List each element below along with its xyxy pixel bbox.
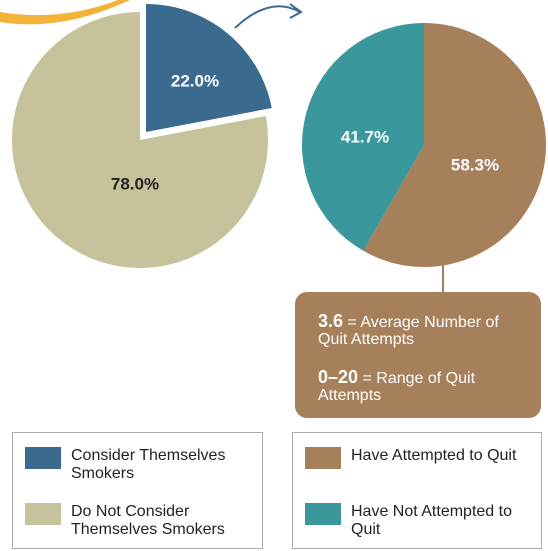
slice-label: 22.0% bbox=[171, 71, 219, 90]
decor-arc bbox=[0, 0, 130, 25]
callout-text: = Average Number of Quit Attempts bbox=[318, 314, 499, 348]
slice-label: 78.0% bbox=[111, 174, 159, 193]
pie-slice bbox=[302, 23, 424, 251]
pie-slice bbox=[11, 12, 268, 268]
callout-value: 3.6 bbox=[318, 311, 344, 331]
legend-swatch bbox=[25, 447, 61, 469]
legend-label: Do Not Consider Themselves Smokers bbox=[71, 503, 225, 538]
legend-label: Consider Themselves Smokers bbox=[71, 447, 226, 482]
legend-item: Have Attempted to Quit bbox=[305, 447, 526, 469]
pie-slice bbox=[146, 4, 272, 132]
legend-item: Do Not Consider Themselves Smokers bbox=[25, 503, 251, 539]
legend-item: Consider Themselves Smokers bbox=[25, 447, 251, 483]
slice-label: 58.3% bbox=[451, 155, 499, 174]
slice-label: 41.7% bbox=[341, 127, 389, 146]
pie-slice bbox=[363, 23, 546, 267]
callout-value: 0–20 bbox=[318, 367, 359, 387]
callout-text: = Range of Quit Attempts bbox=[318, 370, 476, 404]
callout-box bbox=[295, 292, 541, 418]
callout-2: 0–20 = Range of Quit Attempts bbox=[318, 367, 513, 404]
legend-label: Have Attempted to Quit bbox=[351, 447, 517, 464]
legend-swatch bbox=[305, 447, 341, 469]
arrow-head bbox=[289, 3, 303, 19]
arrow bbox=[234, 5, 301, 29]
legend-label: Have Not Attempted to Quit bbox=[351, 503, 512, 538]
legend: Have Attempted to Quit Have Not Attempted… bbox=[292, 432, 542, 549]
legend: Consider Themselves Smokers Do Not Consid… bbox=[12, 432, 263, 549]
legend-swatch bbox=[25, 503, 61, 525]
legend-swatch bbox=[305, 503, 341, 525]
legend-item: Have Not Attempted to Quit bbox=[305, 503, 526, 539]
callout-1: 3.6 = Average Number of Quit Attempts bbox=[318, 311, 528, 348]
